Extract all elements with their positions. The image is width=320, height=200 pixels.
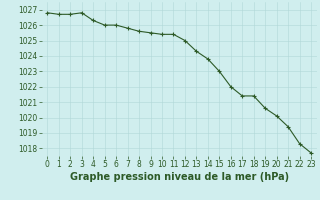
X-axis label: Graphe pression niveau de la mer (hPa): Graphe pression niveau de la mer (hPa) <box>70 172 289 182</box>
